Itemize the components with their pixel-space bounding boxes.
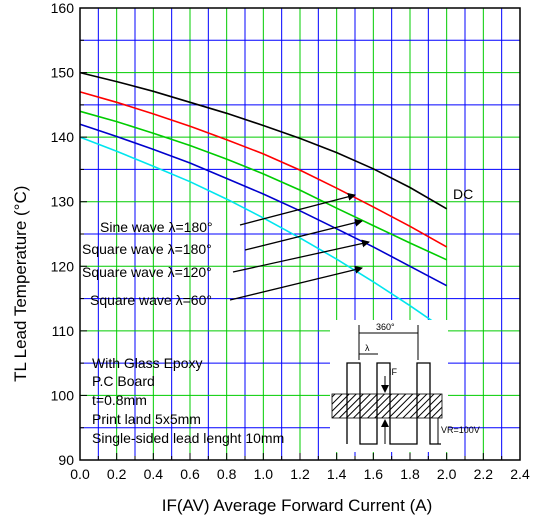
inset-360-label: 360° bbox=[376, 322, 395, 332]
x-tick-label: 1.2 bbox=[290, 466, 310, 482]
y-tick-label: 140 bbox=[51, 129, 75, 145]
note-line-4: Print land 5x5mm bbox=[92, 411, 201, 427]
x-tick-label: 0.0 bbox=[70, 466, 90, 482]
note-line-5: Single-sided lead lenght 10mm bbox=[92, 430, 284, 446]
x-tick-label: 1.0 bbox=[254, 466, 274, 482]
ticks bbox=[79, 7, 521, 461]
waveform-inset: 360° λ IF VR=100V bbox=[330, 320, 480, 452]
y-tick-label: 130 bbox=[51, 194, 75, 210]
x-tick-label: 0.2 bbox=[107, 466, 127, 482]
y-axis-prefix: TL bbox=[11, 362, 30, 382]
note-line-1: With Glass Epoxy bbox=[92, 355, 202, 371]
x-tick-label: 0.8 bbox=[217, 466, 237, 482]
series-line bbox=[79, 71, 448, 210]
x-tick-label: 0.4 bbox=[144, 466, 164, 482]
inset-background bbox=[330, 320, 448, 452]
x-tick-label: 1.8 bbox=[400, 466, 420, 482]
x-tick-label: 1.6 bbox=[364, 466, 384, 482]
y-tick-label: 90 bbox=[58, 452, 74, 468]
x-tick-label: 1.4 bbox=[327, 466, 347, 482]
inset-if-label: IF bbox=[389, 367, 398, 377]
y-tick-label: 120 bbox=[51, 258, 75, 274]
arrow-square-60 bbox=[229, 265, 363, 301]
series-layer bbox=[79, 71, 448, 332]
arrow-square-180 bbox=[244, 218, 363, 251]
arrow-sine-180 bbox=[239, 192, 356, 226]
label-square-180: Square wave λ=180° bbox=[82, 241, 212, 257]
y-tick-label: 100 bbox=[51, 387, 75, 403]
series-line bbox=[79, 123, 448, 287]
series-line bbox=[79, 91, 448, 248]
series-line bbox=[79, 110, 448, 261]
arrow-square-120 bbox=[232, 239, 370, 273]
note-line-3: t=0.8mm bbox=[92, 392, 147, 408]
x-tick-label: 0.6 bbox=[180, 466, 200, 482]
label-sine-180: Sine wave λ=180° bbox=[100, 219, 213, 235]
y-tick-labels: 90 100 110 120 130 140 150 160 bbox=[51, 0, 75, 468]
y-tick-label: 160 bbox=[51, 0, 75, 16]
waveform-line bbox=[346, 362, 441, 445]
y-axis-label: Lead Temperature (°C) bbox=[11, 186, 30, 359]
x-tick-label: 2.2 bbox=[474, 466, 494, 482]
label-square-60: Square wave λ=60° bbox=[90, 292, 212, 308]
series-line bbox=[79, 136, 448, 332]
y-tick-label: 110 bbox=[52, 323, 75, 339]
label-dc: DC bbox=[453, 186, 473, 202]
x-tick-labels: 0.0 0.2 0.4 0.6 0.8 1.0 1.2 1.4 1.6 1.8 2.0 2.2 2.4 bbox=[70, 466, 530, 482]
label-square-120: Square wave λ=120° bbox=[82, 264, 212, 280]
inset-lambda-label: λ bbox=[365, 343, 370, 353]
note-line-2: P.C Board bbox=[92, 373, 155, 389]
x-tick-label: 2.0 bbox=[437, 466, 457, 482]
x-tick-label: 2.4 bbox=[510, 466, 530, 482]
x-axis-label: IF(AV) Average Forward Current (A) bbox=[162, 496, 433, 515]
y-tick-label: 150 bbox=[51, 65, 75, 81]
hatched-band bbox=[331, 393, 443, 419]
inset-vr-label: VR=100V bbox=[441, 425, 480, 435]
